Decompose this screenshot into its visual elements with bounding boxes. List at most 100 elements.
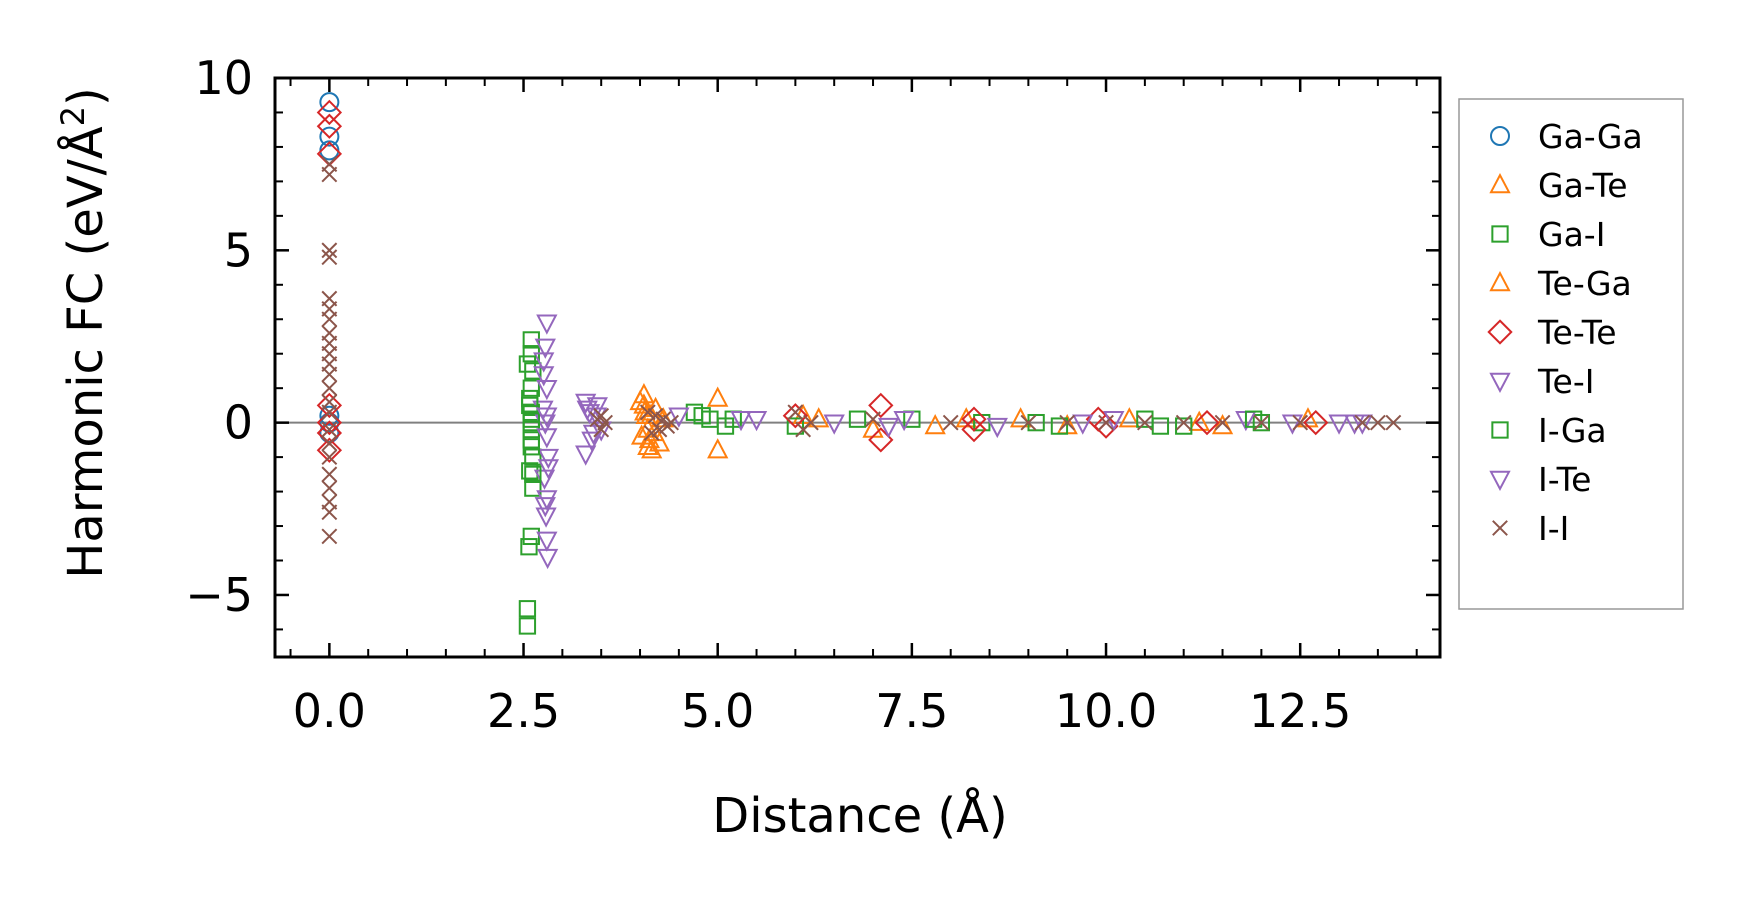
point-te-i [536,428,558,449]
point-i-ga [521,389,539,408]
x-tick-label: 0.0 [293,684,366,738]
point-i-i [321,449,338,466]
point-te-i [536,314,558,335]
point-i-i [1369,414,1386,431]
point-te-i [534,338,556,359]
point-i-i [321,480,338,497]
point-te-te [316,99,343,126]
point-i-ga [693,407,711,425]
point-i-i [865,411,881,428]
x-tick-label: 7.5 [875,684,948,738]
point-te-te [782,403,809,429]
point-i-te [536,407,558,428]
point-i-i [1175,414,1192,431]
series-ga-te [633,383,1210,459]
point-i-ga [1244,410,1263,428]
y-axis-title-main: Harmonic FC (eV/Å [57,126,114,579]
legend-marker-te-te [1487,319,1513,345]
series-ga-i [518,331,1271,635]
point-i-ga [524,465,542,483]
point-te-te [961,406,987,432]
y-axis-title: Harmonic FC (eV/Å2) [54,87,114,579]
point-te-i [533,352,555,373]
point-te-i [535,507,557,528]
point-ga-te [707,438,729,459]
point-i-i [589,411,606,428]
y-tick-label: 5 [224,223,253,277]
legend-marker-ga-ga [1490,126,1510,146]
point-te-i [537,448,560,470]
point-ga-te [648,431,671,452]
point-ga-ga [319,126,340,147]
point-i-i [321,404,338,421]
legend-marker-te-i [1489,372,1511,394]
legend-marker-ga-i [1491,225,1509,243]
point-te-ga [924,414,946,435]
point-i-i [321,311,338,328]
legend-label-te-te: Te-Te [1537,313,1617,352]
point-i-i [1292,414,1309,431]
legend-marker-ga-te [1489,172,1511,194]
point-i-i [1385,414,1402,431]
point-te-te [868,392,894,419]
point-i-i [802,414,819,431]
y-tick-label: 10 [194,51,253,105]
point-i-i [321,242,338,259]
point-i-te [730,410,752,432]
point-te-te [1303,409,1329,436]
point-te-te [1093,413,1119,439]
legend-label-ga-i: Ga-I [1538,215,1605,254]
point-i-i [321,366,338,383]
x-tick-label: 12.5 [1249,684,1351,738]
point-te-i [745,410,768,432]
point-te-ga [637,434,659,455]
series-i-te [533,366,1366,518]
point-te-te [316,392,343,419]
point-te-i [893,410,915,432]
point-i-i [321,435,338,452]
point-te-te [1194,409,1220,436]
point-i-te [533,366,555,387]
point-te-i [534,414,556,435]
point-i-ga [522,438,540,456]
point-i-i [321,249,338,266]
point-te-te [868,427,894,453]
point-ga-te [707,386,729,407]
point-ga-i [520,538,538,556]
point-i-i [1098,414,1114,431]
x-tick-label: 2.5 [487,684,560,738]
point-i-i [1214,414,1231,431]
point-i-i [1253,414,1270,431]
point-ga-ga [319,92,340,113]
point-te-i [1072,414,1094,435]
legend-label-ga-te: Ga-Te [1538,166,1628,205]
series-te-i [532,314,1373,570]
legend-label-ga-ga: Ga-Ga [1538,117,1643,156]
point-i-i [787,404,804,421]
point-ga-i [1136,410,1154,428]
point-i-i [1354,414,1371,431]
series-i-ga [518,355,1263,483]
point-te-i [668,407,690,428]
data-points-layer [316,92,1402,635]
point-te-i [986,417,1008,439]
point-te-te [316,113,343,139]
y-tick-label: −5 [185,568,253,622]
legend-marker-i-te [1489,470,1511,492]
legend-marker-i-i [1492,520,1508,536]
legend-label-i-ga: I-Ga [1538,411,1607,450]
point-i-te [534,497,556,518]
point-te-ga [1211,414,1234,435]
point-ga-i [522,379,540,397]
point-i-i [1136,414,1153,431]
point-te-te [316,437,343,463]
point-ga-i [786,417,805,435]
point-ga-te [641,438,663,459]
point-i-te [537,459,560,480]
point-ga-i [518,617,537,635]
point-ga-te [633,393,655,414]
point-ga-i [524,479,542,497]
x-tick-label: 5.0 [681,684,754,738]
point-ga-i [1175,417,1193,435]
